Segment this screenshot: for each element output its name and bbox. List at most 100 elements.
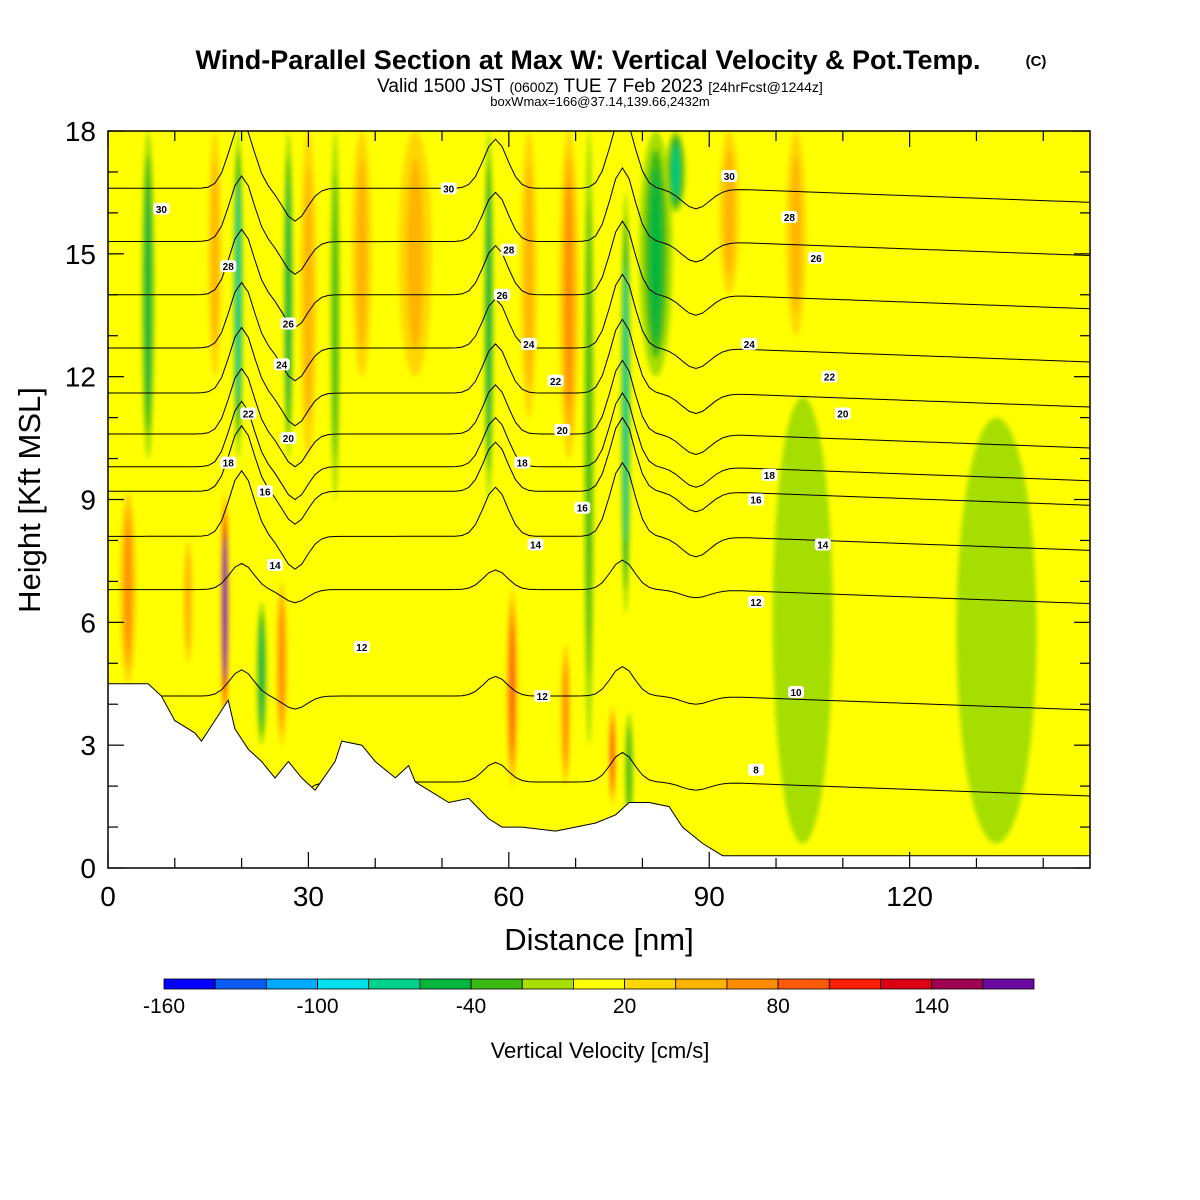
velocity-band-3: [183, 540, 194, 664]
x-axis: 0 30 60 90 120: [100, 131, 1044, 912]
chart-title-tag: (C): [1026, 53, 1047, 70]
colorbar-tick-label: -160: [143, 995, 185, 1018]
colorbar-swatch-2: [214, 978, 267, 990]
svg-text:20: 20: [837, 410, 849, 421]
velocity-band-20: [609, 704, 616, 807]
colorbar-swatch-13: [777, 978, 830, 990]
velocity-band-11: [330, 131, 341, 500]
contour-label-18: 16: [574, 501, 591, 515]
contour-label-32: 8: [747, 763, 764, 777]
colorbar: -160 -100 -40 20 80 140: [143, 978, 1035, 1018]
valid-time-line: Valid 1500 JST (0600Z) TUE 7 Feb 2023 [2…: [377, 76, 823, 97]
contour-label-7: 18: [220, 456, 237, 470]
svg-text:24: 24: [276, 360, 288, 371]
contour-label-12: 28: [500, 243, 517, 257]
x-tick-label: 60: [493, 881, 524, 912]
contour-label-1: 30: [153, 202, 170, 216]
valid-time-date: TUE 7 Feb 2023: [564, 76, 703, 97]
velocity-band-5: [220, 491, 230, 725]
colorbar-label: Vertical Velocity [cm/s]: [491, 1038, 710, 1063]
theta-contour-26: [108, 220, 1090, 329]
valid-time-utc: (0600Z): [510, 79, 559, 95]
contour-label-3: 26: [280, 317, 297, 330]
colorbar-swatch-7: [470, 978, 523, 990]
svg-text:26: 26: [497, 291, 509, 302]
theta-contour-12: [108, 559, 1090, 605]
colorbar-swatch-17: [982, 978, 1035, 990]
colorbar-swatch-11: [675, 978, 728, 990]
colorbar-swatch-8: [521, 978, 574, 990]
velocity-band-1: [119, 491, 137, 684]
svg-text:28: 28: [223, 262, 235, 273]
colorbar-swatch-15: [880, 978, 933, 990]
velocity-band-9: [283, 131, 294, 459]
contour-label-23: 26: [808, 251, 825, 265]
contour-label-24: 24: [741, 337, 758, 351]
colorbar-tick-label: 80: [766, 995, 789, 1018]
y-tick-label: 9: [80, 485, 96, 516]
svg-text:22: 22: [243, 410, 255, 421]
velocity-band-25: [719, 131, 740, 295]
contour-label-4: 24: [273, 358, 290, 371]
colorbar-swatch-9: [573, 978, 625, 990]
velocity-band-16: [520, 131, 538, 418]
colorbar-swatch-14: [828, 978, 881, 990]
contour-labels: 30 28 26 24 22 20 18 16 14 12 30 28 26 24 22 20 18 16 14 12…: [153, 170, 851, 777]
x-tick-label: 90: [694, 881, 725, 912]
contour-label-28: 16: [747, 493, 764, 507]
contour-label-16: 20: [554, 423, 571, 437]
contour-label-31: 10: [788, 685, 805, 699]
velocity-band-26: [786, 131, 807, 336]
y-tick-label: 3: [80, 730, 96, 761]
contour-label-11: 30: [440, 182, 457, 195]
contour-label-13: 26: [494, 288, 511, 302]
svg-text:18: 18: [223, 459, 235, 470]
contour-label-6: 20: [280, 432, 297, 445]
contour-label-30: 12: [747, 595, 764, 609]
svg-text:14: 14: [530, 541, 542, 552]
x-tick-label: 0: [100, 881, 116, 912]
svg-text:12: 12: [537, 692, 549, 703]
y-tick-label: 6: [80, 607, 96, 638]
theta-contour-28: [108, 166, 1090, 275]
potential-temperature-contours: [108, 131, 1090, 797]
svg-text:18: 18: [517, 459, 529, 470]
velocity-band-13: [398, 131, 432, 377]
velocity-band-4: [208, 131, 222, 377]
svg-text:20: 20: [283, 434, 295, 445]
x-axis-label: Distance [nm]: [504, 922, 694, 957]
svg-text:16: 16: [259, 487, 271, 498]
y-axis: 0 3 6 9 12 15 18: [65, 116, 1090, 884]
velocity-band-14: [483, 131, 494, 500]
colorbar-swatch-5: [368, 978, 421, 990]
contour-label-10: 12: [353, 640, 370, 654]
x-tick-label: 30: [293, 881, 324, 912]
velocity-band-22: [624, 712, 634, 828]
contour-label-8: 16: [256, 485, 273, 498]
velocity-band-19: [583, 131, 595, 746]
contour-label-9: 14: [267, 559, 284, 572]
svg-text:10: 10: [791, 688, 803, 699]
y-tick-label: 0: [80, 853, 96, 884]
plot-area: 30 28 26 24 22 20 18 16 14 12 30 28 26 24 22 20 18 16 14 12…: [108, 131, 1090, 868]
svg-text:30: 30: [724, 172, 736, 183]
theta-contour-24: [108, 273, 1090, 382]
contour-label-22: 28: [781, 210, 798, 224]
svg-text:28: 28: [784, 213, 796, 224]
svg-text:30: 30: [443, 184, 455, 195]
colorbar-tick-label: 140: [914, 995, 949, 1018]
velocity-band-21: [620, 192, 631, 615]
y-tick-label: 15: [65, 239, 96, 270]
svg-text:14: 14: [269, 561, 281, 572]
velocity-band-23: [639, 131, 673, 377]
contour-label-21: 30: [721, 170, 738, 183]
svg-text:14: 14: [817, 541, 829, 552]
contour-label-5: 22: [240, 407, 257, 421]
svg-text:26: 26: [811, 254, 823, 265]
terrain-mask: [108, 683, 1090, 868]
velocity-band-12: [351, 131, 372, 377]
box-wmax-subtitle: boxWmax=166@37.14,139.66,2432m: [490, 94, 710, 109]
velocity-band-24: [665, 131, 686, 213]
velocity-band-8: [275, 581, 288, 746]
contour-label-19: 14: [527, 538, 544, 552]
